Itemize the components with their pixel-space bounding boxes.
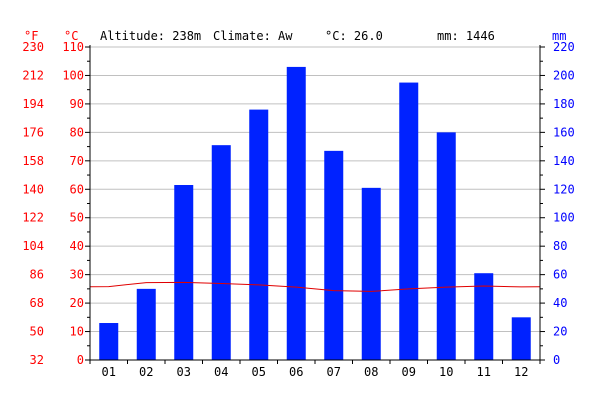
- mm-unit-label: mm: [552, 29, 566, 43]
- month-label: 01: [102, 365, 116, 379]
- celsius-tick-label: 40: [70, 239, 84, 253]
- celsius-tick-label: 110: [62, 40, 84, 54]
- month-label: 05: [252, 365, 266, 379]
- temperature-average-label: °C: 26.0: [325, 29, 383, 43]
- fahrenheit-tick-label: 176: [22, 125, 44, 139]
- tick-labels: 0 32 10 50 20 68 30 86 40 104 50 122 60 140 70 158 80 176…: [22, 40, 574, 379]
- precipitation-bar: [211, 145, 231, 360]
- celsius-tick-label: 50: [70, 211, 84, 225]
- precipitation-bar: [399, 82, 419, 361]
- precipitation-bar: [136, 288, 156, 360]
- celsius-tick-label: 0: [77, 353, 84, 367]
- mm-tick-label: 40: [553, 296, 567, 310]
- altitude-label: Altitude: 238m: [100, 29, 201, 43]
- precipitation-bars: [99, 66, 531, 361]
- fahrenheit-tick-label: 32: [30, 353, 44, 367]
- fahrenheit-tick-label: 50: [30, 325, 44, 339]
- month-label: 06: [289, 365, 303, 379]
- mm-tick-label: 200: [553, 68, 575, 82]
- precipitation-bar: [249, 109, 269, 360]
- celsius-tick-label: 90: [70, 97, 84, 111]
- chart-header: °F °C Altitude: 238m Climate: Aw °C: 26.…: [24, 29, 566, 43]
- fahrenheit-unit-label: °F: [24, 29, 38, 43]
- precipitation-bar: [324, 150, 344, 360]
- temperature-line: [89, 281, 541, 292]
- mm-tick-label: 160: [553, 125, 575, 139]
- month-label: 09: [402, 365, 416, 379]
- month-label: 10: [439, 365, 453, 379]
- celsius-tick-label: 10: [70, 325, 84, 339]
- climate-label: Climate: Aw: [213, 29, 293, 43]
- precipitation-bar: [474, 273, 494, 360]
- celsius-tick-label: 80: [70, 125, 84, 139]
- precipitation-bar: [436, 132, 456, 360]
- precipitation-bar: [286, 66, 306, 360]
- month-label: 02: [139, 365, 153, 379]
- precipitation-bar: [99, 323, 119, 360]
- month-label: 03: [177, 365, 191, 379]
- fahrenheit-tick-label: 104: [22, 239, 44, 253]
- precipitation-total-label: mm: 1446: [437, 29, 495, 43]
- mm-tick-label: 140: [553, 154, 575, 168]
- precipitation-bar: [511, 317, 531, 360]
- celsius-tick-label: 70: [70, 154, 84, 168]
- celsius-unit-label: °C: [64, 29, 78, 43]
- temperature-line-group: [89, 281, 541, 292]
- gridlines: [90, 46, 540, 333]
- fahrenheit-tick-label: 230: [22, 40, 44, 54]
- mm-tick-label: 220: [553, 40, 575, 54]
- fahrenheit-tick-label: 122: [22, 211, 44, 225]
- mm-tick-label: 0: [553, 353, 560, 367]
- axes: [85, 45, 545, 364]
- precipitation-bar: [361, 187, 381, 360]
- mm-tick-label: 100: [553, 211, 575, 225]
- mm-tick-label: 80: [553, 239, 567, 253]
- fahrenheit-tick-label: 158: [22, 154, 44, 168]
- month-label: 08: [364, 365, 378, 379]
- precipitation-bar: [174, 185, 194, 360]
- month-label: 11: [477, 365, 491, 379]
- mm-tick-label: 180: [553, 97, 575, 111]
- mm-tick-label: 120: [553, 182, 575, 196]
- celsius-tick-label: 30: [70, 268, 84, 282]
- celsius-tick-label: 60: [70, 182, 84, 196]
- month-label: 04: [214, 365, 228, 379]
- month-label: 07: [327, 365, 341, 379]
- fahrenheit-tick-label: 140: [22, 182, 44, 196]
- fahrenheit-tick-label: 86: [30, 268, 44, 282]
- celsius-tick-label: 20: [70, 296, 84, 310]
- mm-tick-label: 20: [553, 325, 567, 339]
- fahrenheit-tick-label: 212: [22, 68, 44, 82]
- mm-tick-label: 60: [553, 268, 567, 282]
- month-label: 12: [514, 365, 528, 379]
- fahrenheit-tick-label: 68: [30, 296, 44, 310]
- fahrenheit-tick-label: 194: [22, 97, 44, 111]
- celsius-tick-label: 100: [62, 68, 84, 82]
